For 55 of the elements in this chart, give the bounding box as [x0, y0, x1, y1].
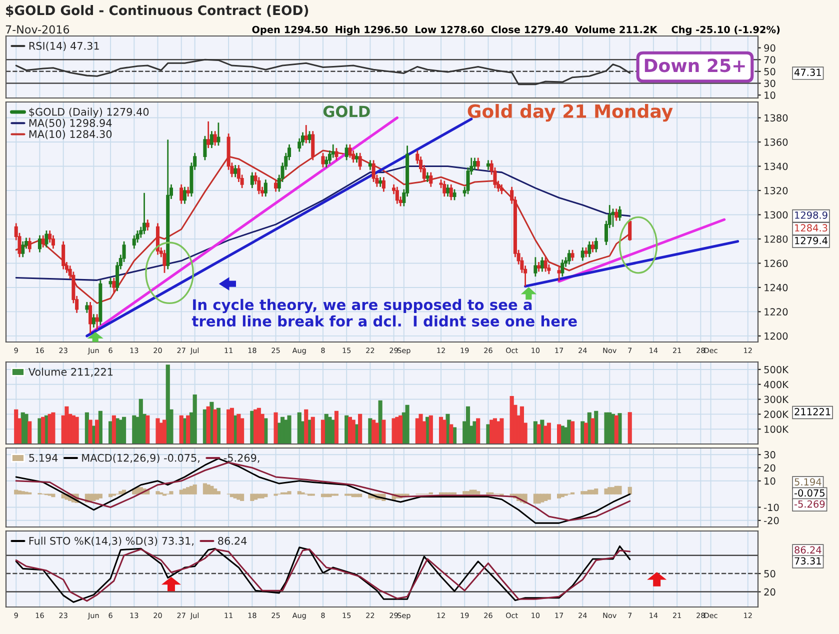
annotation: Down 25+	[644, 58, 745, 72]
annotation: Gold day 21 Monday	[468, 104, 673, 122]
y-tick-label: 400K	[764, 380, 789, 388]
legend-label: Full STO %K(14,3) %D(3) 73.31,	[29, 536, 194, 546]
text: -0.075	[794, 489, 824, 497]
y-tick-label: 1320	[764, 186, 788, 194]
annotation: GOLD	[323, 106, 370, 118]
y-tick-label: 500K	[764, 366, 789, 374]
legend-label: RSI(14) 47.31	[29, 42, 99, 52]
text: Chg -25.10 (-1.92%)	[672, 26, 780, 36]
y-tick-label: 30	[764, 451, 776, 458]
text: 5.194	[794, 478, 822, 486]
y-tick-label: 1260	[764, 260, 788, 268]
y-tick-label: 1280	[764, 235, 788, 243]
legend-label: MA(10) 1284.30	[29, 130, 112, 140]
text: 1298.9	[795, 211, 828, 219]
legend-label: MACD(12,26,9) -0.075,	[82, 454, 200, 464]
legend-label: MA(50) 1298.94	[29, 118, 112, 128]
chart-subtitle: 7-Nov-2016	[6, 25, 70, 34]
y-tick-label: 70	[764, 56, 776, 64]
legend-label: Volume 211,221	[28, 368, 113, 377]
y-tick-label: -10	[764, 504, 779, 512]
y-tick-label: 1300	[764, 211, 788, 219]
legend-label: $GOLD (Daily) 1279.40	[29, 108, 149, 118]
legend-label: 5.194	[29, 454, 58, 462]
text: 211221	[794, 408, 830, 416]
y-tick-label: 300K	[764, 396, 789, 404]
y-tick-label: 1240	[764, 284, 788, 292]
y-tick-label: 50	[764, 68, 776, 76]
y-tick-label: 200K	[764, 410, 789, 418]
text: -5.269	[794, 500, 825, 508]
y-tick-label: 1200	[764, 332, 788, 340]
text: 1279.4	[795, 236, 828, 244]
legend-label: 86.24	[218, 536, 247, 545]
text: 1284.3	[795, 224, 828, 232]
y-tick-label: 1340	[764, 162, 788, 170]
y-tick-label: 30	[764, 80, 776, 88]
text: Open 1294.50 High 1296.50 Low 1278.60 Close 1279.40 Volume 211.2K	[252, 26, 658, 36]
text: 73.31	[794, 557, 821, 565]
y-tick-label: 1380	[764, 114, 788, 122]
annotation: In cycle theory, we are supposed to see a trend line break for a dcl. I didnt see one here	[192, 298, 577, 327]
y-tick-label: 20	[764, 464, 776, 472]
y-tick-label: 20	[764, 588, 776, 596]
text: 47.31	[794, 68, 821, 76]
y-tick-label: 1220	[764, 308, 788, 316]
y-tick-label: 50	[764, 570, 776, 578]
y-tick-label: 1360	[764, 138, 788, 146]
y-tick-label: 10	[764, 477, 776, 485]
y-tick-label: -20	[764, 516, 779, 524]
y-tick-label: 90	[764, 44, 776, 52]
y-tick-label: 100K	[764, 426, 789, 433]
text: 86.24	[794, 546, 822, 554]
y-tick-label: 10	[764, 92, 776, 99]
legend-label: -5.269,	[224, 454, 260, 463]
chart-title: $GOLD Gold - Continuous Contract (EOD)	[6, 5, 308, 17]
